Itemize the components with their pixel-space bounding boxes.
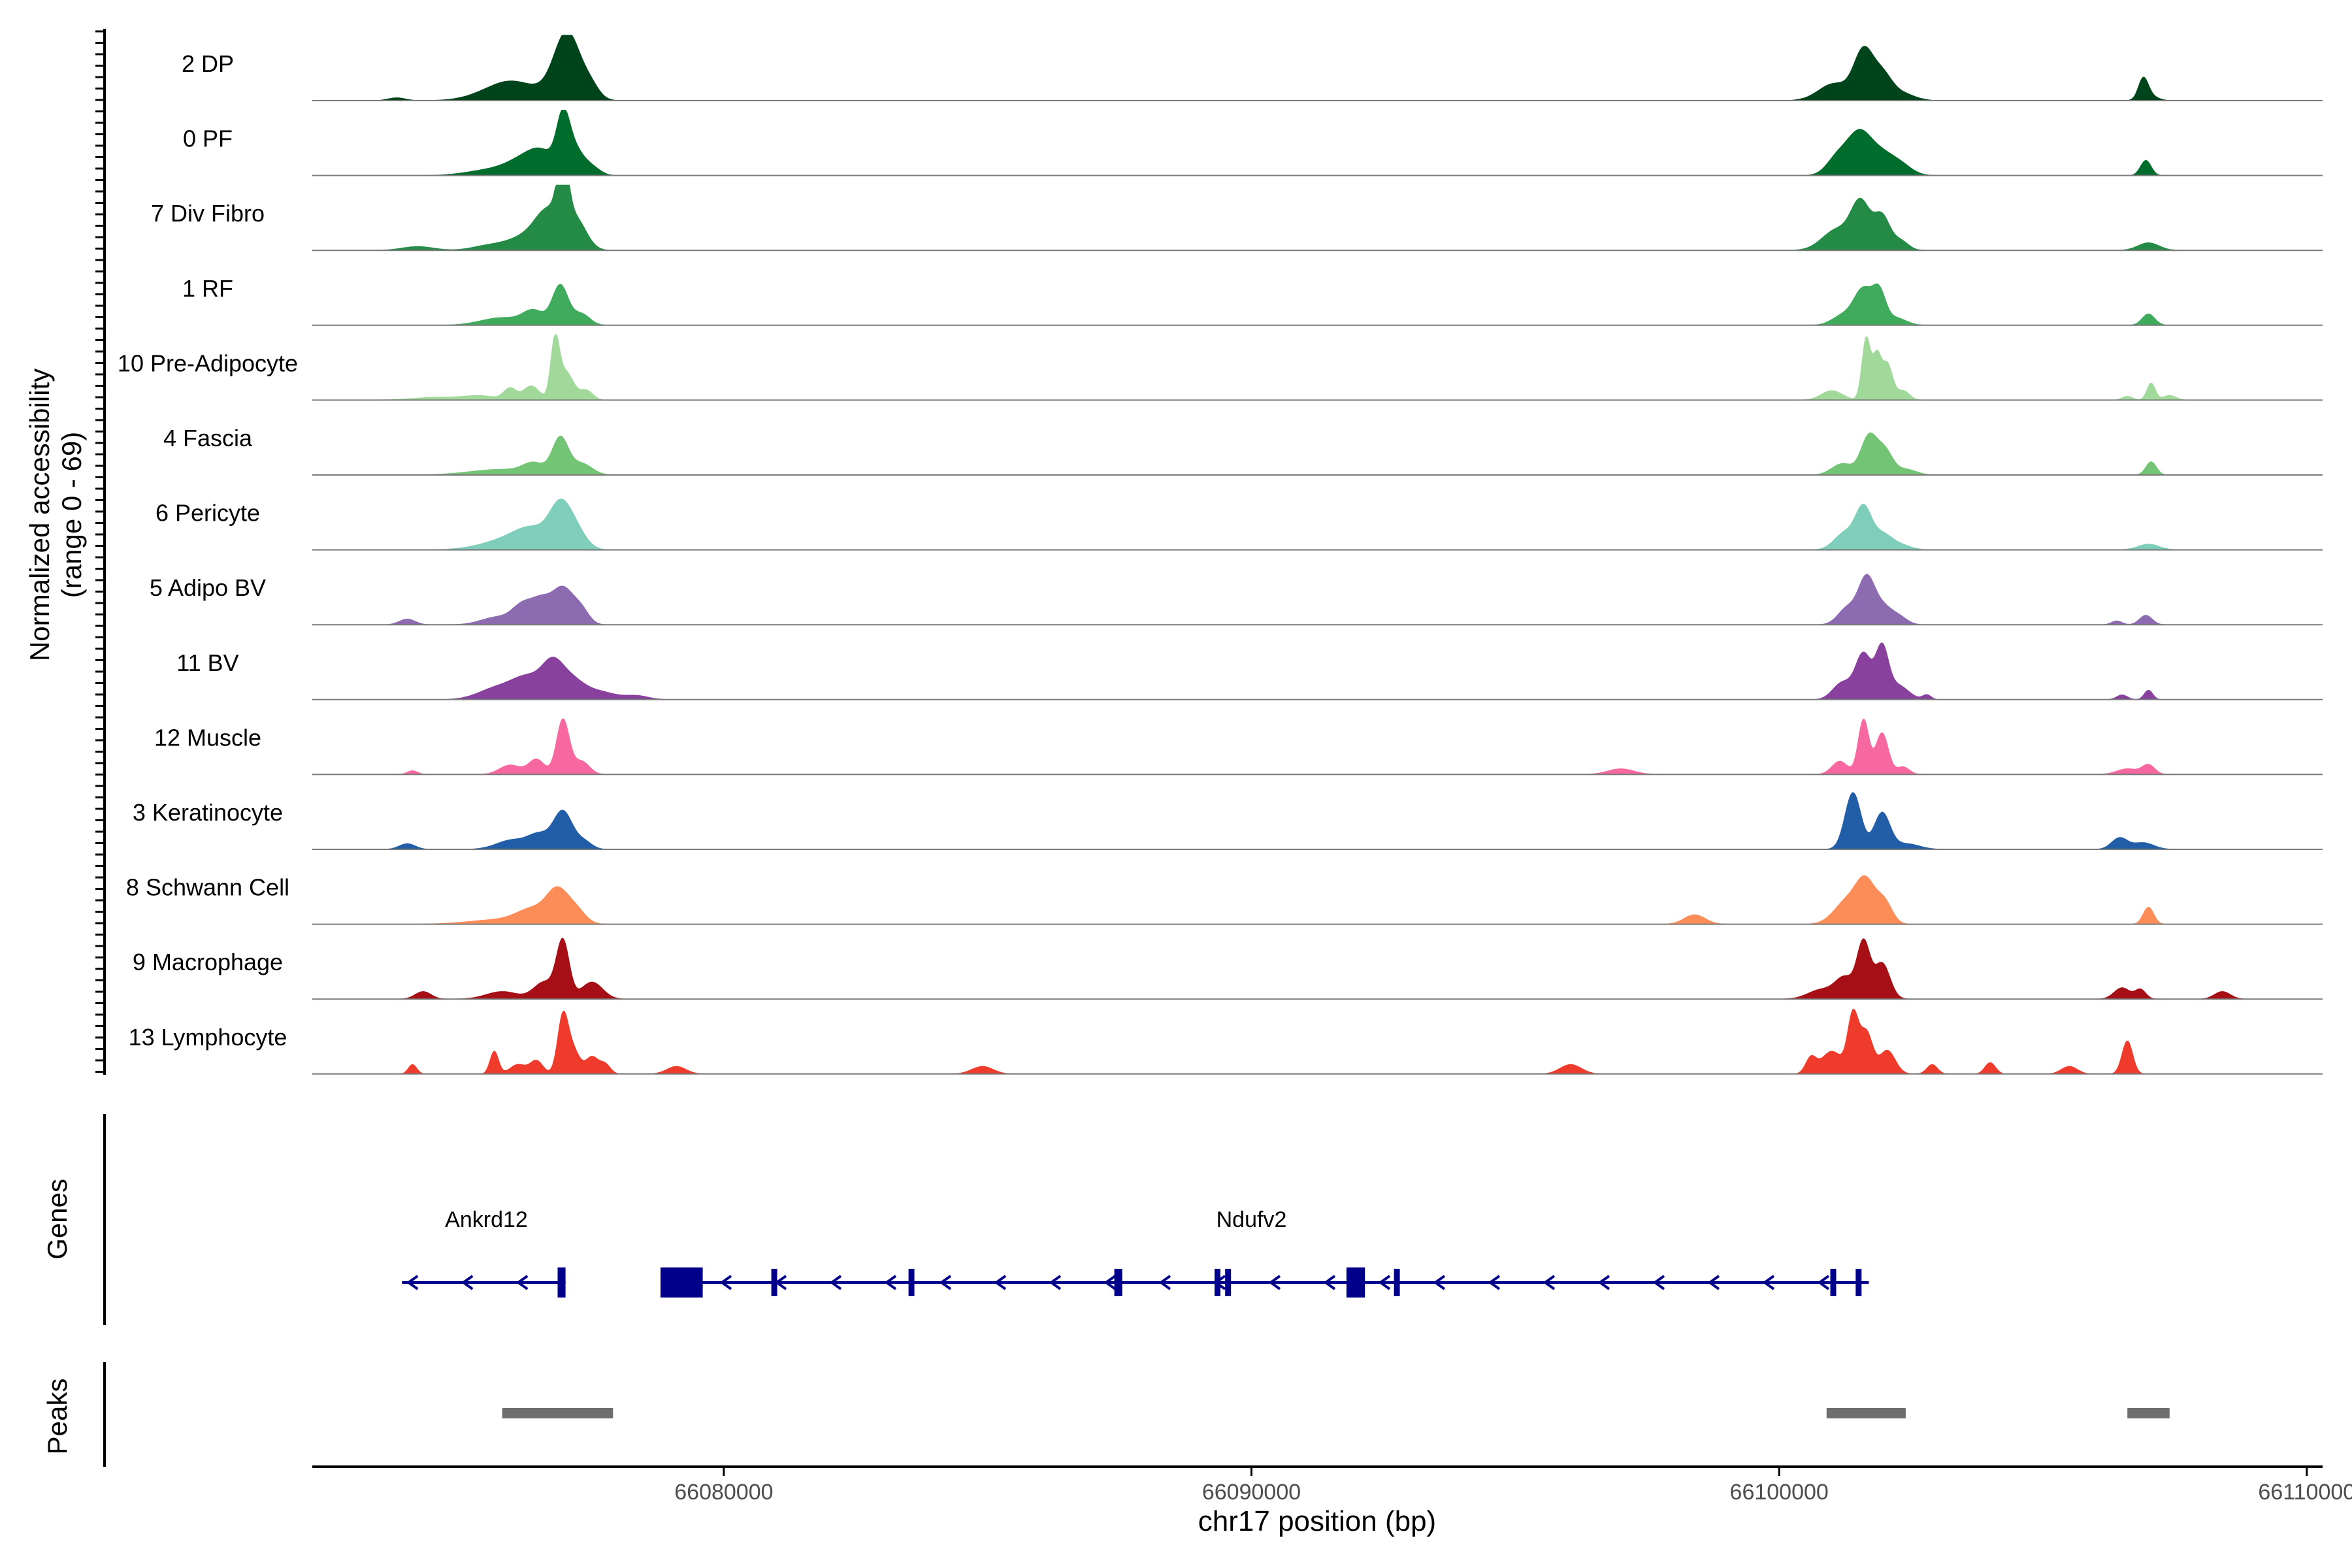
track-label: 8 Schwann Cell [126,874,289,901]
track-label: 6 Pericyte [155,500,260,527]
track-5-adipo-bv: 5 Adipo BV [150,574,2323,626]
track-label: 10 Pre-Adipocyte [118,350,298,376]
track-label: 1 RF [182,275,233,302]
track-7-div-fibro: 7 Div Fibro [151,184,2323,252]
track-label: 3 Keratinocyte [133,799,283,826]
peak-region [1826,1408,1906,1418]
strand-arrow [1707,1275,1720,1290]
track-label: 0 PF [183,125,233,152]
strand-arrow [1543,1275,1556,1290]
gene-ankrd12: Ankrd12 [402,1207,566,1298]
gene-label: Ankrd12 [445,1207,528,1232]
peak-region [2127,1408,2170,1418]
track-label: 13 Lymphocyte [129,1024,287,1051]
strand-arrow [884,1275,897,1290]
strand-arrow [1158,1275,1171,1290]
track-4-fascia: 4 Fascia [163,425,2323,476]
strand-arrow [1817,1275,1830,1290]
track-label: 2 DP [182,50,234,77]
gene-annotations: Ankrd12 Ndufv2 [402,1207,1869,1298]
strand-arrow [515,1275,529,1290]
exon [1346,1267,1365,1298]
x-tick-label: 66110000 [2258,1480,2352,1505]
track-13-lymphocyte: 13 Lymphocyte [129,1008,2323,1075]
y-axis-range: (range 0 - 69) [56,432,87,598]
x-tick-label: 66090000 [1202,1480,1301,1505]
track-9-macrophage: 9 Macrophage [133,938,2323,1000]
exon [908,1269,915,1296]
exon [661,1267,703,1298]
peak-regions [502,1408,2170,1418]
strand-arrow [719,1275,732,1290]
x-tick-label: 66080000 [674,1480,773,1505]
strand-arrow [1597,1275,1610,1290]
x-tick-group: 66080000 66090000 66100000 66110000 [674,1467,2352,1505]
coverage-tracks: 2 DP 0 PF 7 Div Fibro 1 RF 10 Pre-Adipocyte 4… [118,35,2323,1075]
strand-arrow [461,1275,474,1290]
strand-arrow [994,1275,1007,1290]
strand-arrow [939,1275,952,1290]
strand-arrow [1049,1275,1062,1290]
exon [1855,1269,1862,1296]
strand-arrow [1268,1275,1281,1290]
gene-ndufv2: Ndufv2 [661,1207,1869,1298]
track-3-keratinocyte: 3 Keratinocyte [133,792,2323,850]
track-label: 11 BV [176,649,238,676]
exon [557,1267,566,1298]
gene-label: Ndufv2 [1217,1207,1287,1232]
track-10-pre-adipocyte: 10 Pre-Adipocyte [118,334,2323,401]
track-6-pericyte: 6 Pericyte [155,498,2323,551]
strand-arrow [1433,1275,1446,1290]
y-axis-title: Normalized accessibility [24,368,55,661]
track-12-muscle: 12 Muscle [154,718,2323,776]
x-tick-label: 66100000 [1730,1480,1829,1505]
strand-arrow [1103,1275,1117,1290]
strand-arrow [1652,1275,1665,1290]
peak-region [502,1408,613,1418]
strand-arrow [1323,1275,1336,1290]
strand-arrow [1378,1275,1391,1290]
exon [1215,1269,1220,1296]
genes-panel-title: Genes [42,1179,73,1260]
strand-arrow [406,1275,419,1290]
strand-arrow [1762,1275,1775,1290]
exon [1394,1269,1400,1296]
peaks-panel-title: Peaks [42,1379,73,1455]
track-label: 12 Muscle [154,724,261,751]
track-label: 9 Macrophage [133,949,283,975]
track-1-rf: 1 RF [182,275,2323,326]
strand-arrow [1488,1275,1501,1290]
y-tick-group [95,30,105,1073]
x-axis-title: chr17 position (bp) [1198,1505,1436,1537]
track-0-pf: 0 PF [183,110,2323,176]
track-8-schwann-cell: 8 Schwann Cell [126,874,2323,925]
exon [771,1269,777,1296]
track-label: 5 Adipo BV [150,574,266,601]
strand-arrow [829,1275,842,1290]
track-2-dp: 2 DP [182,35,2323,101]
exon [1225,1269,1232,1296]
track-11-bv: 11 BV [176,642,2323,700]
exon [1830,1269,1837,1296]
exon [1114,1269,1122,1296]
track-label: 7 Div Fibro [151,200,265,227]
track-label: 4 Fascia [163,425,253,451]
